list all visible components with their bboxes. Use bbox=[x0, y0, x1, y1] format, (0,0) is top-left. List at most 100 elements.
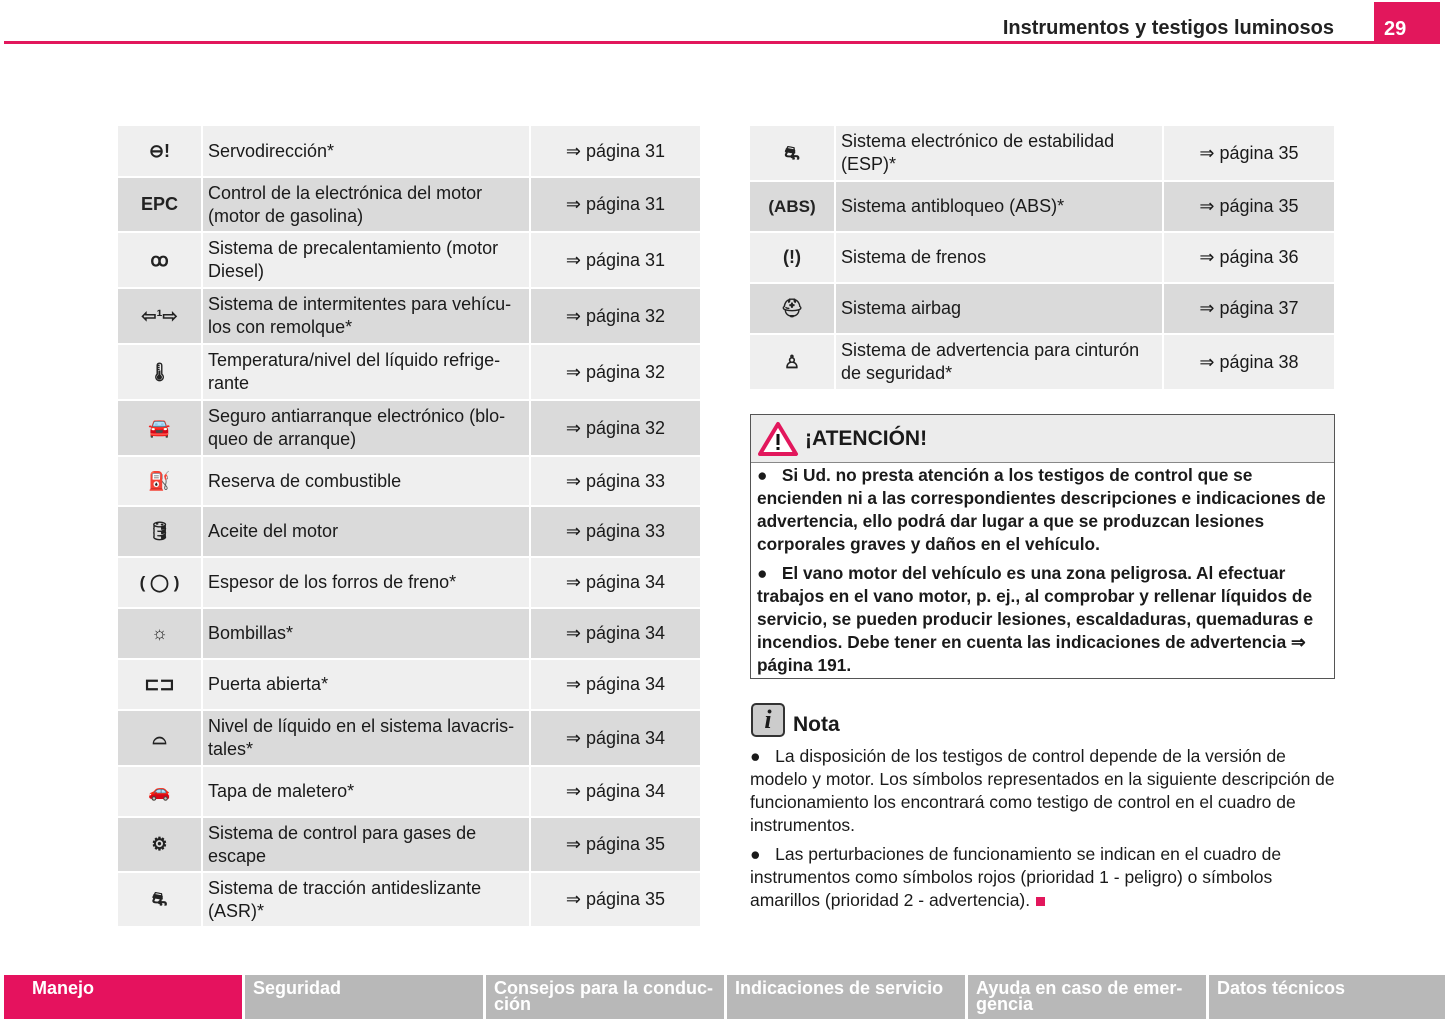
chapter-title: Instrumentos y testigos luminosos bbox=[1002, 17, 1334, 39]
indicator-label: Nivel de líquido en el sistema lavacris-… bbox=[203, 711, 529, 765]
table-row: EPC Control de la electrónica del motor (… bbox=[118, 178, 700, 231]
table-row: (ABS) Sistema antibloqueo (ABS)* ⇒ página … bbox=[750, 182, 1334, 231]
right-indicator-table: ⛐ Sistema electrónico de estabilidad (ESP… bbox=[750, 126, 1334, 389]
table-row: 🚗 Tapa de maletero* ⇒ página 34 bbox=[118, 767, 700, 816]
indicator-label: Tapa de maletero* bbox=[203, 767, 529, 816]
indicator-label: Sistema de tracción antideslizante (ASR)… bbox=[203, 873, 529, 926]
note-header: i Nota bbox=[751, 703, 840, 737]
table-row: ⚙ Sistema de control para gases de escape… bbox=[118, 818, 700, 871]
page-reference-link[interactable]: ⇒ página 32 bbox=[531, 401, 700, 455]
warning-header: ¡ATENCIÓN! bbox=[751, 415, 1334, 463]
indicator-label: Sistema de frenos bbox=[836, 233, 1162, 282]
table-row: 🌡 Temperatura/nivel del líquido refrige-r… bbox=[118, 345, 700, 399]
glow-plug-icon: ꝏ bbox=[118, 233, 201, 287]
seatbelt-icon: ♙ bbox=[750, 335, 834, 389]
footer-tab-seguridad[interactable]: Seguridad bbox=[245, 975, 483, 1019]
page-reference-link[interactable]: ⇒ página 31 bbox=[531, 233, 700, 287]
page-reference-link[interactable]: ⇒ página 35 bbox=[1164, 182, 1334, 231]
page-reference-link[interactable]: ⇒ página 35 bbox=[1164, 126, 1334, 180]
power-steering-icon: ⊖! bbox=[118, 126, 201, 176]
note-body: ● La disposición de los testigos de cont… bbox=[750, 745, 1335, 918]
page-reference-link[interactable]: ⇒ página 38 bbox=[1164, 335, 1334, 389]
table-row: 🛢 Aceite del motor ⇒ página 33 bbox=[118, 507, 700, 556]
left-indicator-table: ⊖! Servodirección* ⇒ página 31 EPC Control d… bbox=[118, 126, 700, 926]
page-reference-link[interactable]: ⇒ página 34 bbox=[531, 767, 700, 816]
warning-box: ¡ATENCIÓN! ● Si Ud. no presta atención a… bbox=[750, 414, 1335, 679]
traction-control-icon: ⛐ bbox=[118, 873, 201, 926]
door-open-icon: ⊏⊐ bbox=[118, 660, 201, 709]
indicator-label: Espesor de los forros de freno* bbox=[203, 558, 529, 607]
indicator-label: Temperatura/nivel del líquido refrige-ra… bbox=[203, 345, 529, 399]
page-reference-link[interactable]: ⇒ página 33 bbox=[531, 507, 700, 556]
page-reference-link[interactable]: ⇒ página 36 bbox=[1164, 233, 1334, 282]
page-reference-link[interactable]: ⇒ página 33 bbox=[531, 457, 700, 505]
page-reference-link[interactable]: ⇒ página 31 bbox=[531, 178, 700, 231]
page-reference-link[interactable]: ⇒ página 32 bbox=[531, 289, 700, 343]
page-reference-link[interactable]: ⇒ página 31 bbox=[531, 126, 700, 176]
footer-tab-servicio[interactable]: Indicaciones de servicio bbox=[727, 975, 965, 1019]
warning-title: ¡ATENCIÓN! bbox=[805, 426, 928, 450]
washer-fluid-icon: ⌓ bbox=[118, 711, 201, 765]
footer-tab-manejo[interactable]: Manejo bbox=[4, 975, 242, 1019]
end-marker-icon bbox=[1036, 897, 1046, 906]
page-reference-link[interactable]: ⇒ página 34 bbox=[531, 558, 700, 607]
indicator-label: Bombillas* bbox=[203, 609, 529, 658]
indicator-label: Sistema airbag bbox=[836, 284, 1162, 333]
footer-tab-consejos[interactable]: Consejos para la conduc-ción bbox=[486, 975, 724, 1019]
table-row: ⇦¹⇨ Sistema de intermitentes para vehícu-… bbox=[118, 289, 700, 343]
table-row: ꝏ Sistema de precalentamiento (motor Dies… bbox=[118, 233, 700, 287]
page-reference-link[interactable]: ⇒ página 35 bbox=[531, 873, 700, 926]
indicator-label: Sistema de advertencia para cinturón de … bbox=[836, 335, 1162, 389]
brake-pad-icon: ( ◯ ) bbox=[118, 558, 201, 607]
table-row: ♙ Sistema de advertencia para cinturón de… bbox=[750, 335, 1334, 389]
table-row: ⊖! Servodirección* ⇒ página 31 bbox=[118, 126, 700, 176]
indicator-label: Sistema de precalentamiento (motor Diese… bbox=[203, 233, 529, 287]
note-item: ● La disposición de los testigos de cont… bbox=[750, 746, 1335, 835]
table-row: ☼ Bombillas* ⇒ página 34 bbox=[118, 609, 700, 658]
warning-item: ● El vano motor del vehículo es una zona… bbox=[757, 563, 1314, 675]
brake-warning-icon: (!) bbox=[750, 233, 834, 282]
table-row: 🚘 Seguro antiarranque electrónico (blo-qu… bbox=[118, 401, 700, 455]
indicator-label: Sistema electrónico de estabilidad (ESP)… bbox=[836, 126, 1162, 180]
footer-tab-emergencia[interactable]: Ayuda en caso de emer-gencia bbox=[968, 975, 1206, 1019]
page-reference-link[interactable]: ⇒ página 37 bbox=[1164, 284, 1334, 333]
indicator-label: Seguro antiarranque electrónico (blo-que… bbox=[203, 401, 529, 455]
fuel-reserve-icon: ⛽ bbox=[118, 457, 201, 505]
indicator-label: Reserva de combustible bbox=[203, 457, 529, 505]
page-reference-link[interactable]: ⇒ página 34 bbox=[531, 609, 700, 658]
table-row: ⛐ Sistema de tracción antideslizante (ASR… bbox=[118, 873, 700, 926]
table-row: ⛑ Sistema airbag ⇒ página 37 bbox=[750, 284, 1334, 333]
warning-item: ● Si Ud. no presta atención a los testig… bbox=[757, 465, 1326, 554]
coolant-temperature-icon: 🌡 bbox=[118, 345, 201, 399]
oil-can-icon: 🛢 bbox=[118, 507, 201, 556]
indicator-label: Control de la electrónica del motor (mot… bbox=[203, 178, 529, 231]
table-row: ⛽ Reserva de combustible ⇒ página 33 bbox=[118, 457, 700, 505]
header-rule bbox=[4, 41, 1376, 44]
footer-tab-datos[interactable]: Datos técnicos bbox=[1209, 975, 1445, 1019]
indicator-label: Puerta abierta* bbox=[203, 660, 529, 709]
page-reference-link[interactable]: ⇒ página 34 bbox=[531, 660, 700, 709]
page-number: 29 bbox=[1374, 2, 1440, 44]
airbag-icon: ⛑ bbox=[750, 284, 834, 333]
indicator-label: Sistema de intermitentes para vehícu-los… bbox=[203, 289, 529, 343]
engine-exhaust-icon: ⚙ bbox=[118, 818, 201, 871]
note-item: ● Las perturbaciones de funcionamiento s… bbox=[750, 844, 1282, 910]
footer-nav: Manejo Seguridad Consejos para la conduc… bbox=[4, 975, 1445, 1019]
warning-triangle-icon bbox=[758, 421, 798, 456]
table-row: (!) Sistema de frenos ⇒ página 36 bbox=[750, 233, 1334, 282]
indicator-label: Sistema antibloqueo (ABS)* bbox=[836, 182, 1162, 231]
page-reference-link[interactable]: ⇒ página 34 bbox=[531, 711, 700, 765]
abs-icon: (ABS) bbox=[750, 182, 834, 231]
page-reference-link[interactable]: ⇒ página 35 bbox=[531, 818, 700, 871]
indicator-label: Sistema de control para gases de escape bbox=[203, 818, 529, 871]
table-row: ⊏⊐ Puerta abierta* ⇒ página 34 bbox=[118, 660, 700, 709]
trunk-lid-icon: 🚗 bbox=[118, 767, 201, 816]
page-reference-link[interactable]: ⇒ página 32 bbox=[531, 345, 700, 399]
info-icon: i bbox=[751, 703, 785, 737]
immobilizer-icon: 🚘 bbox=[118, 401, 201, 455]
table-row: ⌓ Nivel de líquido en el sistema lavacris… bbox=[118, 711, 700, 765]
epc-icon: EPC bbox=[118, 178, 201, 231]
table-row: ⛐ Sistema electrónico de estabilidad (ESP… bbox=[750, 126, 1334, 180]
bulb-icon: ☼ bbox=[118, 609, 201, 658]
note-title: Nota bbox=[793, 713, 840, 736]
